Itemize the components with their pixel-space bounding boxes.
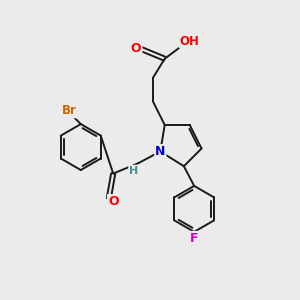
- Text: OH: OH: [180, 34, 200, 48]
- Text: H: H: [129, 166, 138, 176]
- Text: O: O: [131, 42, 142, 55]
- Text: O: O: [108, 195, 119, 208]
- Text: F: F: [190, 232, 198, 245]
- Text: Br: Br: [61, 104, 76, 117]
- Text: N: N: [155, 145, 166, 158]
